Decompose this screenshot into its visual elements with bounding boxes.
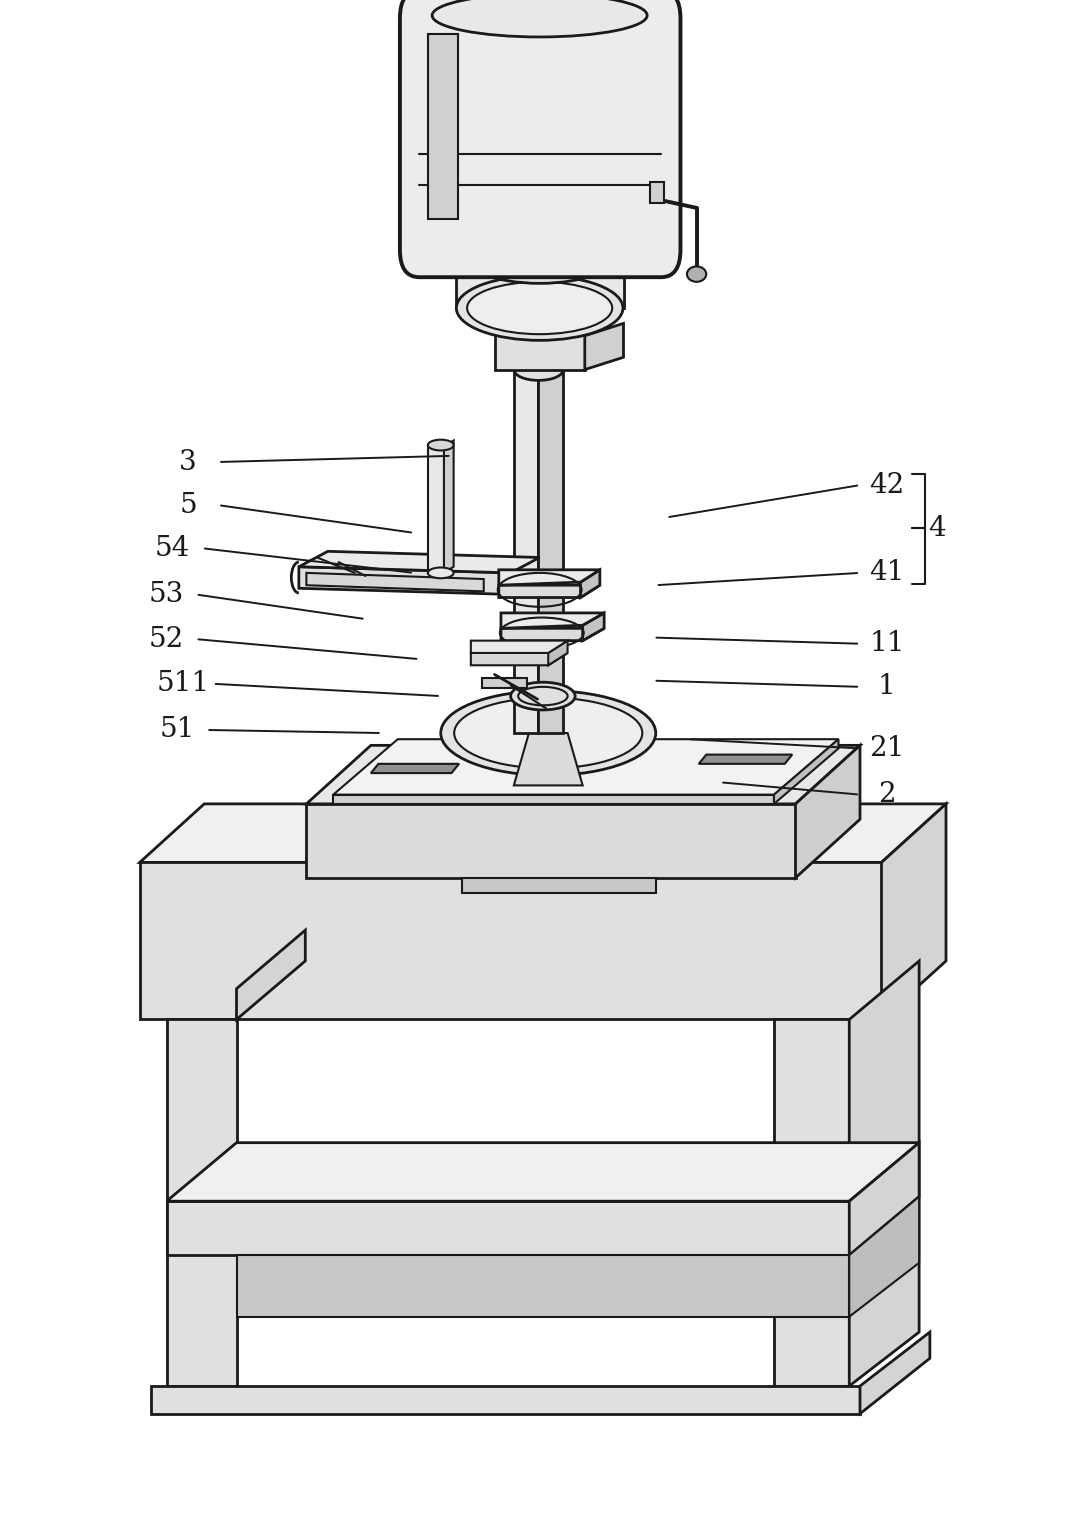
Polygon shape	[333, 739, 838, 795]
Text: 5: 5	[180, 491, 197, 519]
Ellipse shape	[456, 276, 624, 340]
Polygon shape	[333, 795, 774, 804]
Polygon shape	[151, 1386, 860, 1414]
Polygon shape	[774, 739, 838, 804]
Polygon shape	[501, 628, 604, 641]
Polygon shape	[699, 755, 792, 764]
Text: 21: 21	[870, 735, 904, 762]
Polygon shape	[299, 551, 540, 573]
Text: 4: 4	[929, 514, 946, 542]
Polygon shape	[583, 613, 604, 641]
Ellipse shape	[441, 691, 656, 776]
Ellipse shape	[428, 440, 454, 451]
Polygon shape	[371, 764, 459, 773]
Polygon shape	[140, 804, 946, 862]
Polygon shape	[236, 930, 305, 1019]
Text: 2: 2	[878, 781, 895, 808]
Text: 42: 42	[870, 471, 904, 499]
Polygon shape	[650, 182, 664, 203]
Polygon shape	[849, 1197, 919, 1317]
Text: 11: 11	[869, 630, 905, 658]
Polygon shape	[471, 641, 568, 653]
Polygon shape	[774, 1019, 849, 1386]
Polygon shape	[456, 249, 624, 308]
Polygon shape	[585, 323, 624, 370]
Text: 51: 51	[160, 716, 195, 744]
Polygon shape	[471, 653, 568, 665]
Polygon shape	[306, 745, 860, 804]
Polygon shape	[882, 804, 946, 1019]
Polygon shape	[236, 1255, 849, 1317]
FancyBboxPatch shape	[400, 0, 680, 277]
Polygon shape	[849, 961, 919, 1386]
Polygon shape	[580, 570, 600, 598]
Text: 1: 1	[878, 673, 895, 701]
Polygon shape	[849, 1143, 919, 1255]
Ellipse shape	[467, 282, 613, 334]
Polygon shape	[482, 678, 527, 688]
Polygon shape	[538, 370, 563, 733]
Text: 53: 53	[149, 581, 184, 608]
Polygon shape	[444, 440, 454, 573]
Text: 52: 52	[149, 625, 184, 653]
Polygon shape	[796, 745, 860, 878]
Polygon shape	[167, 1201, 849, 1255]
Polygon shape	[499, 570, 600, 585]
Polygon shape	[501, 613, 604, 628]
Polygon shape	[167, 1143, 919, 1201]
Ellipse shape	[470, 223, 610, 276]
Polygon shape	[548, 641, 568, 665]
Polygon shape	[514, 370, 538, 733]
Ellipse shape	[428, 568, 454, 579]
Text: 3: 3	[180, 448, 197, 476]
Ellipse shape	[456, 216, 624, 283]
Polygon shape	[306, 573, 484, 591]
Ellipse shape	[511, 682, 575, 710]
Polygon shape	[462, 878, 656, 893]
Ellipse shape	[687, 266, 706, 282]
Polygon shape	[494, 308, 624, 323]
Polygon shape	[494, 323, 585, 370]
Polygon shape	[306, 804, 796, 878]
Polygon shape	[860, 1332, 930, 1414]
Ellipse shape	[514, 359, 563, 380]
Text: 41: 41	[870, 559, 904, 587]
Polygon shape	[140, 862, 881, 1019]
Polygon shape	[167, 1019, 236, 1386]
Polygon shape	[299, 567, 511, 594]
Polygon shape	[514, 733, 583, 785]
Ellipse shape	[432, 0, 647, 37]
Polygon shape	[428, 34, 458, 219]
Text: 54: 54	[155, 534, 189, 562]
Text: 511: 511	[156, 670, 210, 698]
Ellipse shape	[455, 698, 643, 768]
Polygon shape	[428, 447, 444, 573]
Polygon shape	[499, 585, 600, 598]
